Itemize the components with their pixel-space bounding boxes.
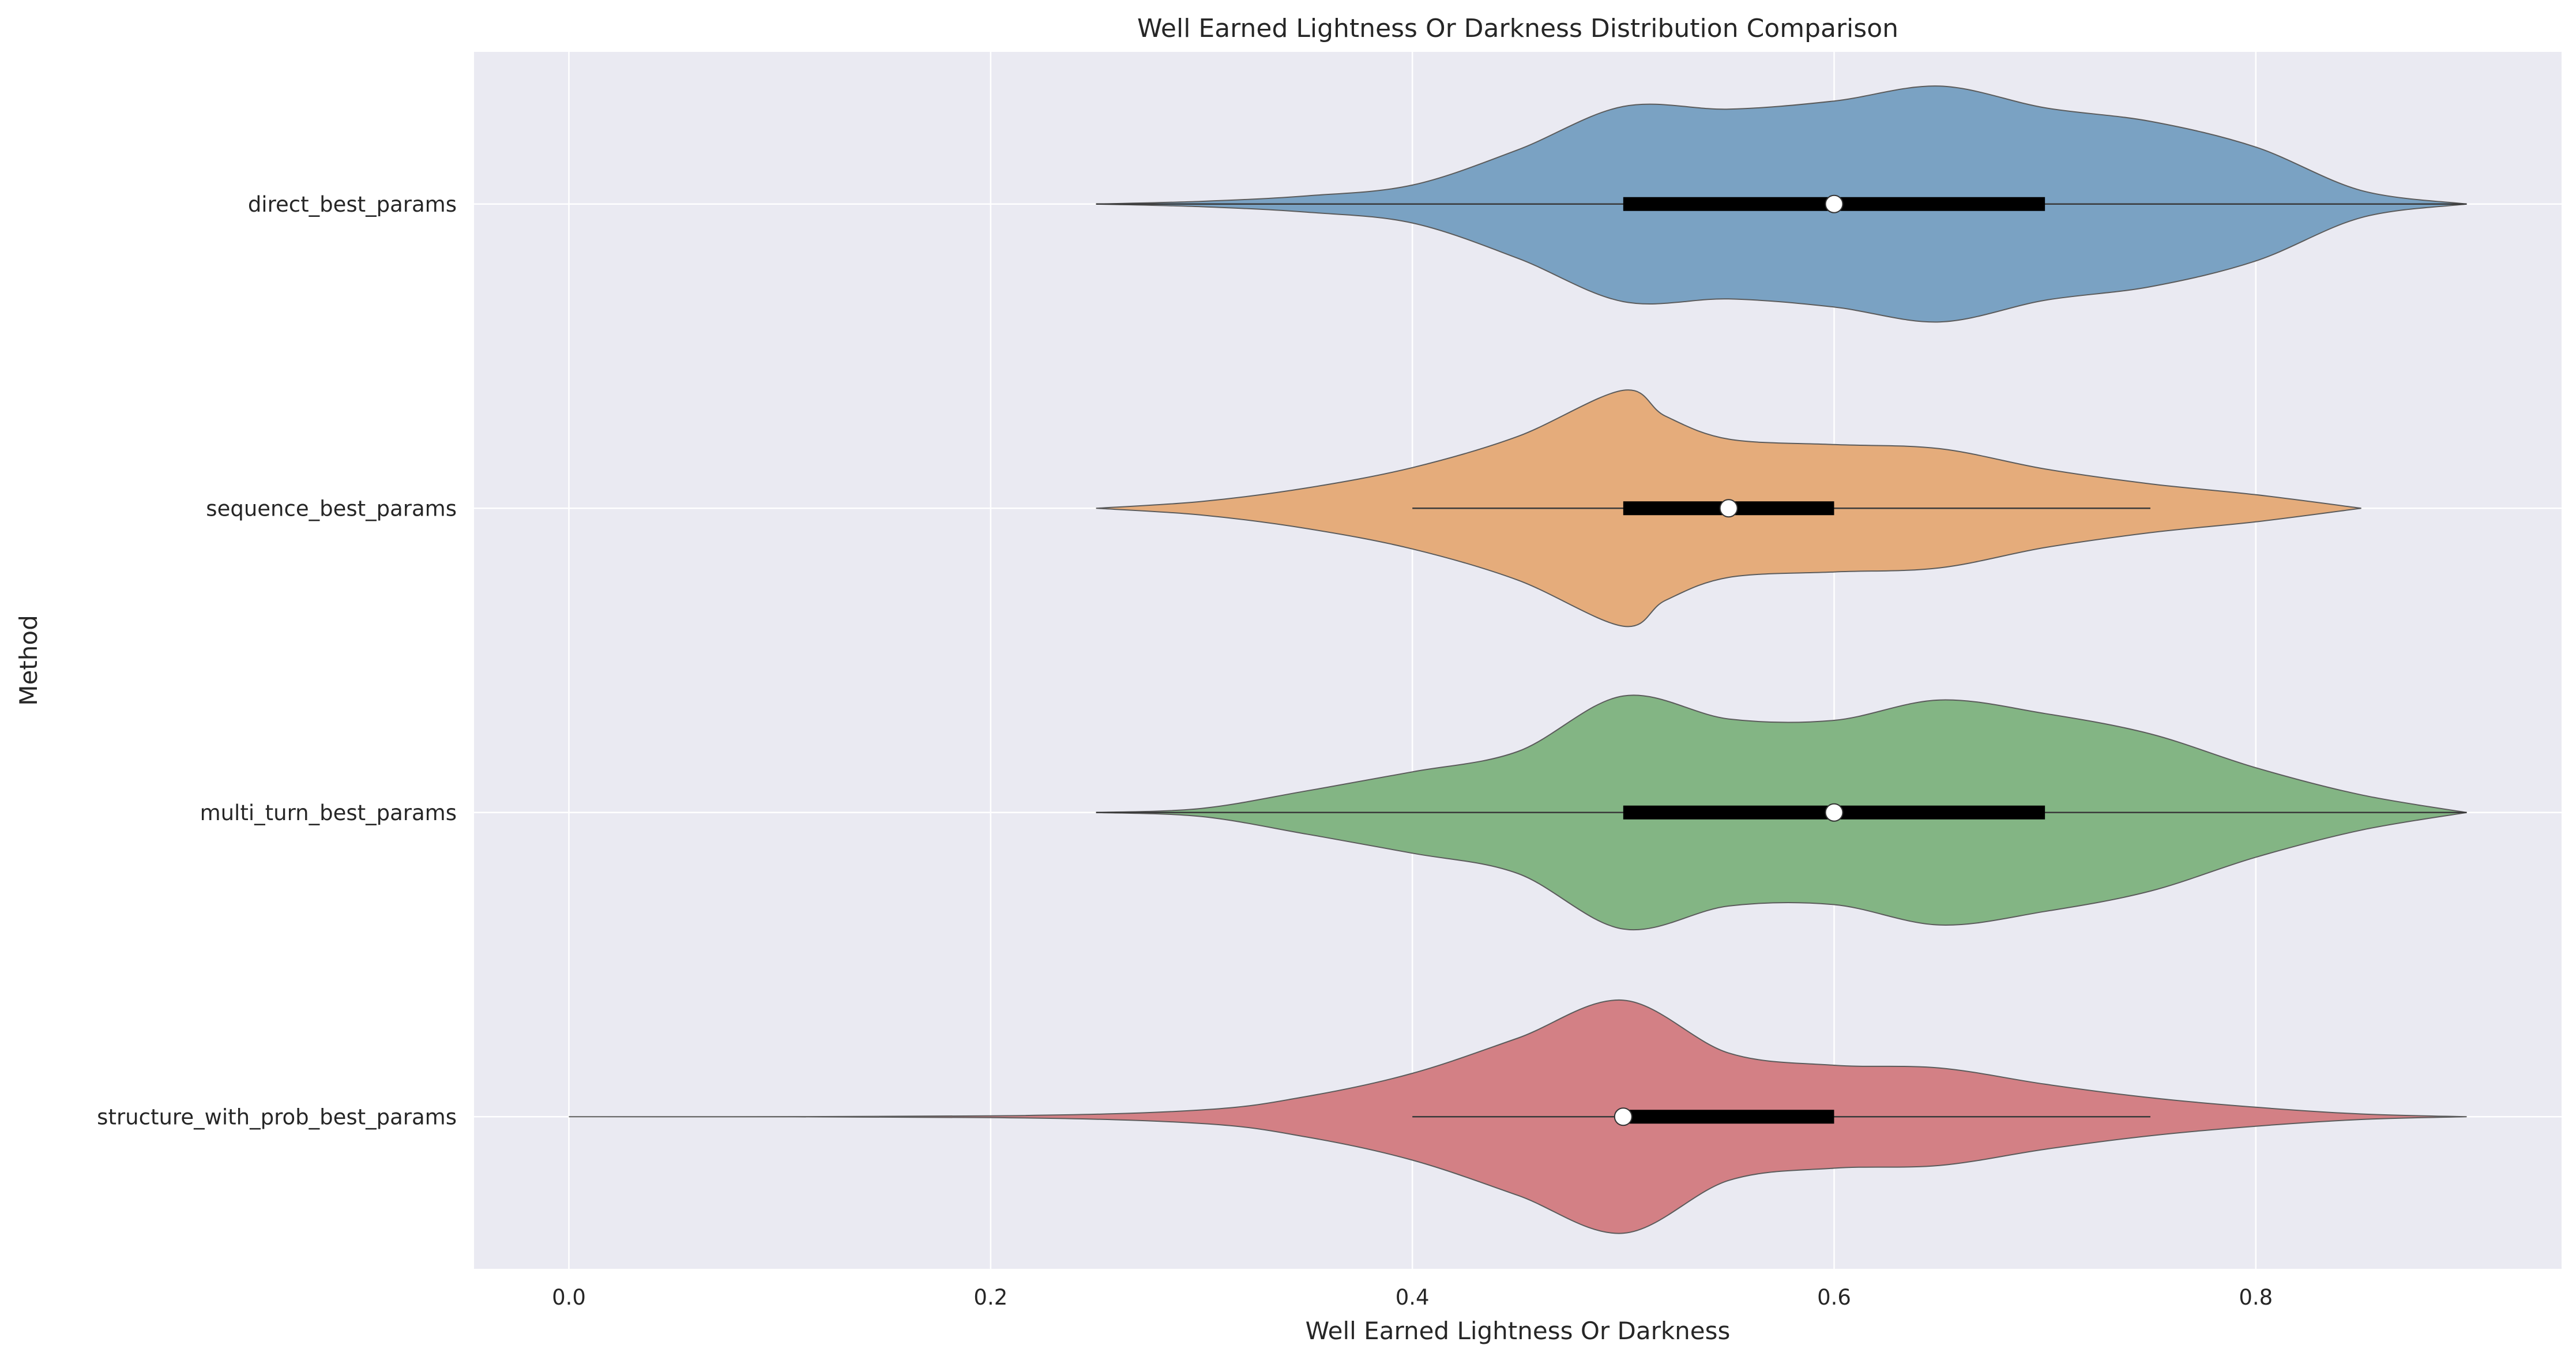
x-tick-label: 0.6 xyxy=(1817,1285,1851,1310)
violin-median-marker xyxy=(1825,194,1844,213)
x-tick-labels: 0.0 0.2 0.4 0.6 0.8 xyxy=(552,1285,2273,1310)
x-tick-label: 0.0 xyxy=(552,1285,586,1310)
violin-layer xyxy=(569,85,2467,1234)
x-tick-label: 0.8 xyxy=(2239,1285,2273,1310)
y-axis-label: Method xyxy=(14,615,43,706)
x-tick-label: 0.2 xyxy=(973,1285,1007,1310)
violin-direct_best_params xyxy=(1096,85,2467,323)
violin-median-marker xyxy=(1614,1107,1633,1126)
y-tick-label: structure_with_prob_best_params xyxy=(97,1104,457,1129)
y-tick-label: direct_best_params xyxy=(248,192,457,217)
x-tick-label: 0.4 xyxy=(1396,1285,1430,1310)
violin-median-marker xyxy=(1719,499,1738,518)
y-tick-labels: direct_best_params sequence_best_paramsmu… xyxy=(97,192,457,1130)
violin-structure_with_prob_best_params xyxy=(569,999,2467,1234)
violin-iqr-box xyxy=(1623,1110,1834,1124)
x-axis-label: Well Earned Lightness Or Darkness xyxy=(1306,1317,1731,1345)
violin-median-marker xyxy=(1825,803,1844,822)
y-tick-label: multi_turn_best_params xyxy=(200,801,457,825)
chart-title: Well Earned Lightness Or Darkness Distri… xyxy=(1137,14,1898,43)
violin-sequence_best_params xyxy=(1096,389,2361,627)
violin-multi_turn_best_params xyxy=(1096,694,2467,931)
y-tick-label: sequence_best_params xyxy=(206,496,457,521)
